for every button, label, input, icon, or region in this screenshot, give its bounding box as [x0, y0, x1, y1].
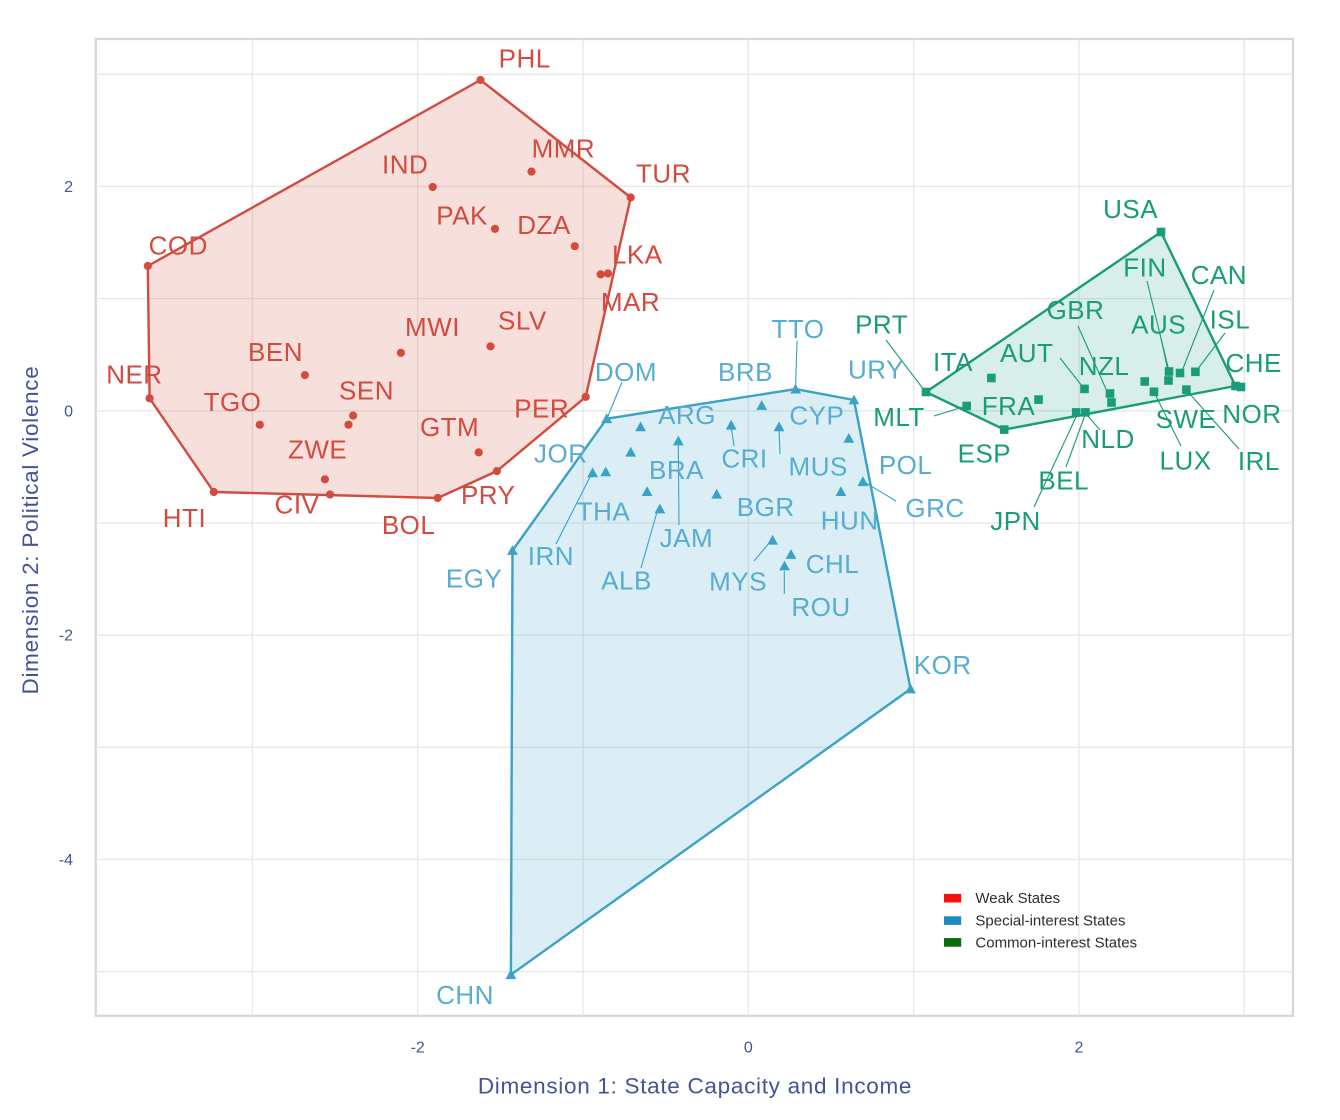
svg-text:IRL: IRL	[1238, 446, 1280, 476]
svg-text:SWE: SWE	[1156, 404, 1217, 434]
svg-text:NOR: NOR	[1222, 399, 1281, 429]
svg-text:TGO: TGO	[204, 387, 262, 417]
svg-text:Dimension 2: Political Violenc: Dimension 2: Political Violence	[18, 366, 43, 695]
svg-text:GBR: GBR	[1047, 295, 1105, 325]
svg-text:IRN: IRN	[528, 541, 574, 571]
svg-text:ARG: ARG	[658, 400, 716, 430]
svg-text:NLD: NLD	[1081, 424, 1135, 454]
svg-text:SLV: SLV	[498, 305, 547, 335]
svg-text:ALB: ALB	[601, 566, 652, 596]
svg-text:CHN: CHN	[436, 980, 494, 1010]
svg-text:CAN: CAN	[1191, 260, 1247, 290]
svg-text:GTM: GTM	[420, 412, 479, 442]
svg-text:LUX: LUX	[1160, 446, 1212, 476]
svg-text:BOL: BOL	[382, 510, 436, 540]
svg-text:ROU: ROU	[791, 592, 850, 622]
svg-text:TUR: TUR	[636, 159, 691, 189]
svg-text:PAK: PAK	[436, 201, 488, 231]
svg-text:ITA: ITA	[933, 347, 973, 377]
svg-text:0: 0	[744, 1040, 753, 1057]
svg-text:USA: USA	[1103, 194, 1158, 224]
svg-text:FRA: FRA	[982, 391, 1036, 421]
svg-text:THA: THA	[577, 497, 631, 527]
svg-text:Common-interest States: Common-interest States	[975, 934, 1137, 951]
svg-text:DOM: DOM	[595, 357, 657, 387]
svg-text:-2: -2	[411, 1040, 425, 1057]
svg-text:NZL: NZL	[1079, 351, 1130, 381]
svg-text:AUT: AUT	[1000, 338, 1054, 368]
svg-text:PHL: PHL	[499, 44, 551, 74]
svg-text:PER: PER	[514, 394, 569, 424]
svg-text:HTI: HTI	[163, 503, 206, 533]
svg-text:ISL: ISL	[1210, 304, 1251, 334]
svg-text:IND: IND	[382, 150, 428, 180]
svg-text:MUS: MUS	[789, 452, 848, 482]
svg-text:CRI: CRI	[721, 443, 767, 473]
svg-text:2: 2	[64, 179, 73, 196]
svg-text:CYP: CYP	[789, 401, 844, 431]
svg-text:DZA: DZA	[517, 210, 571, 240]
svg-text:CHL: CHL	[806, 549, 860, 579]
svg-text:MAR: MAR	[601, 287, 660, 317]
svg-text:Weak States: Weak States	[975, 890, 1060, 907]
svg-text:CIV: CIV	[275, 489, 320, 519]
svg-text:ESP: ESP	[958, 438, 1012, 468]
svg-text:HUN: HUN	[821, 506, 879, 536]
svg-text:URY: URY	[848, 355, 904, 385]
svg-text:-2: -2	[59, 628, 73, 645]
svg-text:BEN: BEN	[248, 337, 303, 367]
svg-text:ZWE: ZWE	[288, 435, 347, 465]
svg-text:PRY: PRY	[461, 480, 516, 510]
svg-text:SEN: SEN	[339, 376, 394, 406]
svg-text:JAM: JAM	[660, 523, 714, 553]
svg-text:KOR: KOR	[914, 650, 972, 680]
svg-text:BGR: BGR	[737, 492, 795, 522]
svg-text:0: 0	[64, 403, 73, 420]
svg-text:FIN: FIN	[1123, 253, 1166, 283]
svg-text:AUS: AUS	[1131, 309, 1186, 339]
svg-text:BRB: BRB	[718, 357, 773, 387]
svg-text:-4: -4	[59, 852, 73, 869]
svg-text:JOR: JOR	[534, 438, 588, 468]
svg-text:NER: NER	[106, 360, 162, 390]
svg-text:BRA: BRA	[649, 455, 704, 485]
svg-text:EGY: EGY	[446, 564, 502, 594]
svg-text:BEL: BEL	[1038, 466, 1089, 496]
svg-text:CHE: CHE	[1225, 348, 1281, 378]
svg-text:Dimension 1: State Capacity an: Dimension 1: State Capacity and Income	[478, 1074, 912, 1099]
svg-text:POL: POL	[879, 450, 933, 480]
svg-text:MWI: MWI	[405, 312, 460, 342]
svg-text:MLT: MLT	[873, 402, 925, 432]
svg-text:Special-interest States: Special-interest States	[975, 913, 1125, 930]
svg-text:TTO: TTO	[771, 314, 824, 344]
svg-text:2: 2	[1074, 1040, 1083, 1057]
svg-text:MYS: MYS	[709, 566, 767, 596]
svg-text:PRT: PRT	[855, 309, 908, 339]
svg-text:COD: COD	[149, 230, 208, 260]
svg-text:MMR: MMR	[532, 134, 596, 164]
svg-text:GRC: GRC	[905, 493, 964, 523]
svg-text:LKA: LKA	[612, 239, 663, 269]
svg-text:JPN: JPN	[990, 506, 1041, 536]
